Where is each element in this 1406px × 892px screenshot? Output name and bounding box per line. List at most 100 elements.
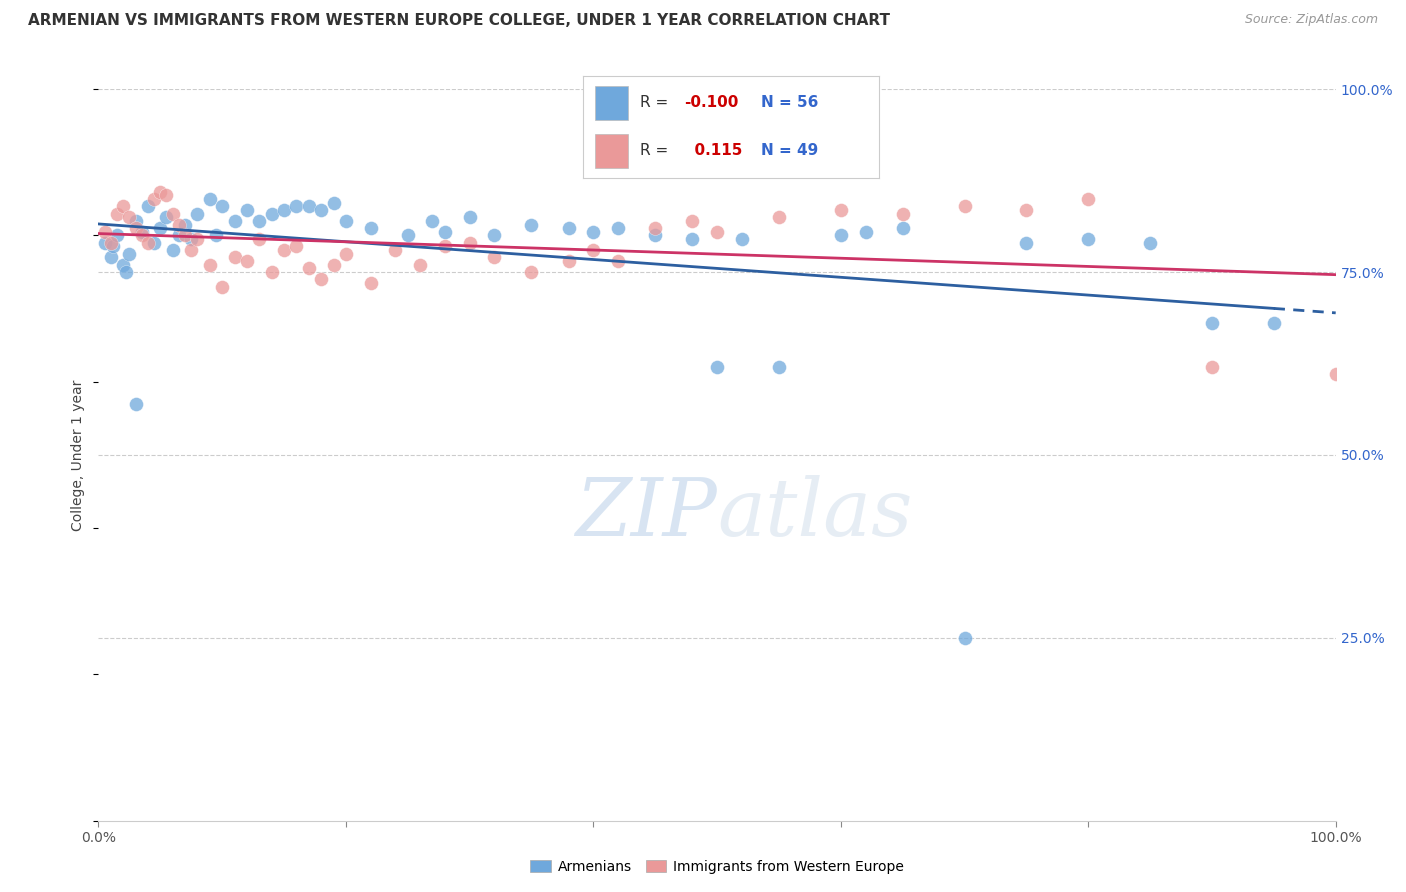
Point [186, 232, 208, 246]
Point [322, 195, 344, 210]
Text: R =: R = [640, 95, 672, 110]
Point [768, 211, 790, 225]
Point [322, 258, 344, 272]
Point [149, 221, 172, 235]
Point [309, 272, 332, 286]
Point [1077, 232, 1099, 246]
Point [124, 221, 146, 235]
Point [260, 265, 283, 279]
Point [260, 206, 283, 220]
Point [706, 225, 728, 239]
Point [768, 360, 790, 375]
Point [149, 185, 172, 199]
Point [124, 214, 146, 228]
Point [143, 192, 166, 206]
Point [174, 228, 197, 243]
Point [384, 243, 406, 257]
Point [309, 202, 332, 217]
Point [162, 243, 184, 257]
Point [409, 258, 432, 272]
Point [155, 188, 177, 202]
FancyBboxPatch shape [595, 87, 627, 120]
Point [198, 192, 221, 206]
Point [224, 214, 246, 228]
Point [100, 251, 122, 265]
Point [93, 225, 115, 239]
Point [273, 243, 295, 257]
Point [112, 258, 135, 272]
Point [1015, 202, 1038, 217]
Point [136, 235, 159, 250]
Point [1201, 360, 1223, 375]
Point [180, 243, 202, 257]
Point [93, 235, 115, 250]
Point [285, 239, 308, 253]
Point [582, 243, 605, 257]
Text: N = 49: N = 49 [761, 144, 818, 158]
Point [582, 225, 605, 239]
Point [236, 254, 259, 268]
Point [731, 232, 754, 246]
Text: atlas: atlas [717, 475, 912, 552]
Point [143, 235, 166, 250]
Legend: Armenians, Immigrants from Western Europe: Armenians, Immigrants from Western Europ… [524, 855, 910, 880]
Point [131, 228, 153, 243]
Point [211, 199, 233, 213]
Point [360, 221, 382, 235]
Point [136, 199, 159, 213]
Point [1077, 192, 1099, 206]
Point [174, 218, 197, 232]
Point [557, 254, 579, 268]
Text: ZIP: ZIP [575, 475, 717, 552]
Point [198, 258, 221, 272]
Point [607, 254, 630, 268]
Point [681, 214, 703, 228]
Point [247, 232, 270, 246]
Point [285, 199, 308, 213]
Y-axis label: College, Under 1 year: College, Under 1 year [72, 379, 86, 531]
Point [167, 228, 190, 243]
Point [1015, 235, 1038, 250]
Text: -0.100: -0.100 [683, 95, 738, 110]
Point [298, 199, 321, 213]
Point [422, 214, 444, 228]
Point [681, 232, 703, 246]
Point [100, 235, 122, 250]
Point [557, 221, 579, 235]
Point [458, 235, 481, 250]
Point [298, 261, 321, 276]
Point [953, 199, 976, 213]
Point [1201, 316, 1223, 330]
Point [1139, 235, 1161, 250]
Point [155, 211, 177, 225]
Point [1324, 368, 1347, 382]
Point [855, 225, 877, 239]
Text: ARMENIAN VS IMMIGRANTS FROM WESTERN EUROPE COLLEGE, UNDER 1 YEAR CORRELATION CHA: ARMENIAN VS IMMIGRANTS FROM WESTERN EURO… [28, 13, 890, 29]
Point [1263, 316, 1285, 330]
Point [180, 232, 202, 246]
Point [607, 221, 630, 235]
Text: 0.115: 0.115 [683, 144, 742, 158]
Point [644, 221, 666, 235]
Point [105, 228, 128, 243]
Point [644, 228, 666, 243]
Point [953, 631, 976, 645]
FancyBboxPatch shape [595, 135, 627, 168]
Point [131, 225, 153, 239]
Point [830, 228, 852, 243]
Point [484, 228, 506, 243]
Point [112, 199, 135, 213]
Point [118, 246, 141, 260]
Point [891, 206, 914, 220]
Point [335, 246, 357, 260]
Point [706, 360, 728, 375]
Point [236, 202, 259, 217]
Point [830, 202, 852, 217]
Point [335, 214, 357, 228]
Text: R =: R = [640, 144, 672, 158]
Point [118, 211, 141, 225]
Point [247, 214, 270, 228]
Point [103, 239, 125, 253]
Point [433, 225, 456, 239]
Point [433, 239, 456, 253]
